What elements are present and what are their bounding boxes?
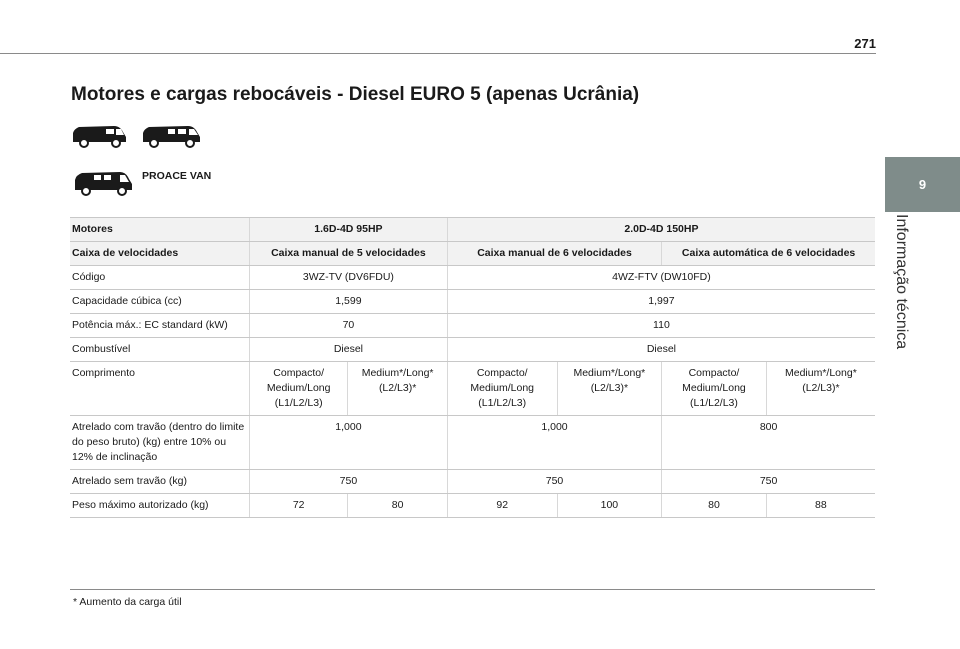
specifications-table: Motores 1.6D-4D 95HP 2.0D-4D 150HP Caixa… [70,217,875,518]
table-cell: 80 [661,493,767,518]
table-cell: 70 [248,313,448,338]
table-cell: 92 [446,493,558,518]
table-row: Comprimento Compacto/ Medium/Long (L1/L2… [70,361,875,416]
van-icon [143,126,200,148]
row-label: Atrelado com travão (dentro do limite do… [70,415,250,470]
table-cell: 750 [248,469,448,494]
footnote: * Aumento da carga útil [73,596,182,608]
table-cell: 100 [556,493,662,518]
table-row: Capacidade cúbica (cc) 1,599 1,997 [70,289,875,314]
table-cell: 72 [248,493,348,518]
table-row: Caixa de velocidades Caixa manual de 5 v… [70,241,875,266]
table-cell: Medium*/Long* (L2/L3)* [765,361,875,416]
table-cell: 3WZ-TV (DV6FDU) [248,265,448,290]
chapter-title: Informação técnica [893,214,910,350]
table-cell: 4WZ-FTV (DW10FD) [446,265,875,290]
model-label: PROACE VAN [142,170,212,182]
table-cell: Medium*/Long* (L2/L3)* [347,361,448,416]
table-cell: 1,599 [248,289,448,314]
table-row: Atrelado sem travão (kg) 750 750 750 [70,469,875,494]
table-cell: Diesel [248,337,448,362]
table-row: Peso máximo autorizado (kg) 72 80 92 100… [70,493,875,518]
row-label: Peso máximo autorizado (kg) [70,493,250,518]
table-cell: 1.6D-4D 95HP [248,217,448,242]
top-rule [0,53,876,54]
row-label: Caixa de velocidades [70,241,250,266]
footnote-rule [70,589,875,590]
table-cell: Compacto/ Medium/Long (L1/L2/L3) [446,361,558,416]
row-label: Atrelado sem travão (kg) [70,469,250,494]
table-cell: 1,997 [446,289,875,314]
chapter-tab: 9 [885,157,960,212]
table-cell: 1,000 [446,415,662,470]
table-cell: 750 [661,469,875,494]
table-cell: Caixa manual de 5 velocidades [248,241,448,266]
row-label: Código [70,265,250,290]
table-cell: 750 [446,469,662,494]
table-cell: 800 [661,415,875,470]
table-cell: 88 [765,493,875,518]
table-cell: Diesel [446,337,875,362]
page-title: Motores e cargas rebocáveis - Diesel EUR… [71,84,640,105]
table-cell: 110 [446,313,875,338]
table-cell: Compacto/ Medium/Long (L1/L2/L3) [248,361,348,416]
table-cell: Caixa automática de 6 velocidades [661,241,875,266]
table-cell: Compacto/ Medium/Long (L1/L2/L3) [661,361,767,416]
row-label: Motores [70,217,250,242]
table-cell: 80 [347,493,448,518]
table-cell: Caixa manual de 6 velocidades [446,241,662,266]
table-row: Atrelado com travão (dentro do limite do… [70,415,875,470]
row-label: Potência máx.: EC standard (kW) [70,313,250,338]
table-cell: Medium*/Long* (L2/L3)* [556,361,662,416]
van-icon [75,172,132,196]
table-row: Potência máx.: EC standard (kW) 70 110 [70,313,875,338]
van-icon [73,126,126,148]
table-row: Motores 1.6D-4D 95HP 2.0D-4D 150HP [70,217,875,242]
row-label: Combustível [70,337,250,362]
table-row: Código 3WZ-TV (DV6FDU) 4WZ-FTV (DW10FD) [70,265,875,290]
table-cell: 2.0D-4D 150HP [446,217,875,242]
row-label: Comprimento [70,361,250,416]
table-cell: 1,000 [248,415,448,470]
page-number: 271 [854,36,876,51]
table-row: Combustível Diesel Diesel [70,337,875,362]
row-label: Capacidade cúbica (cc) [70,289,250,314]
